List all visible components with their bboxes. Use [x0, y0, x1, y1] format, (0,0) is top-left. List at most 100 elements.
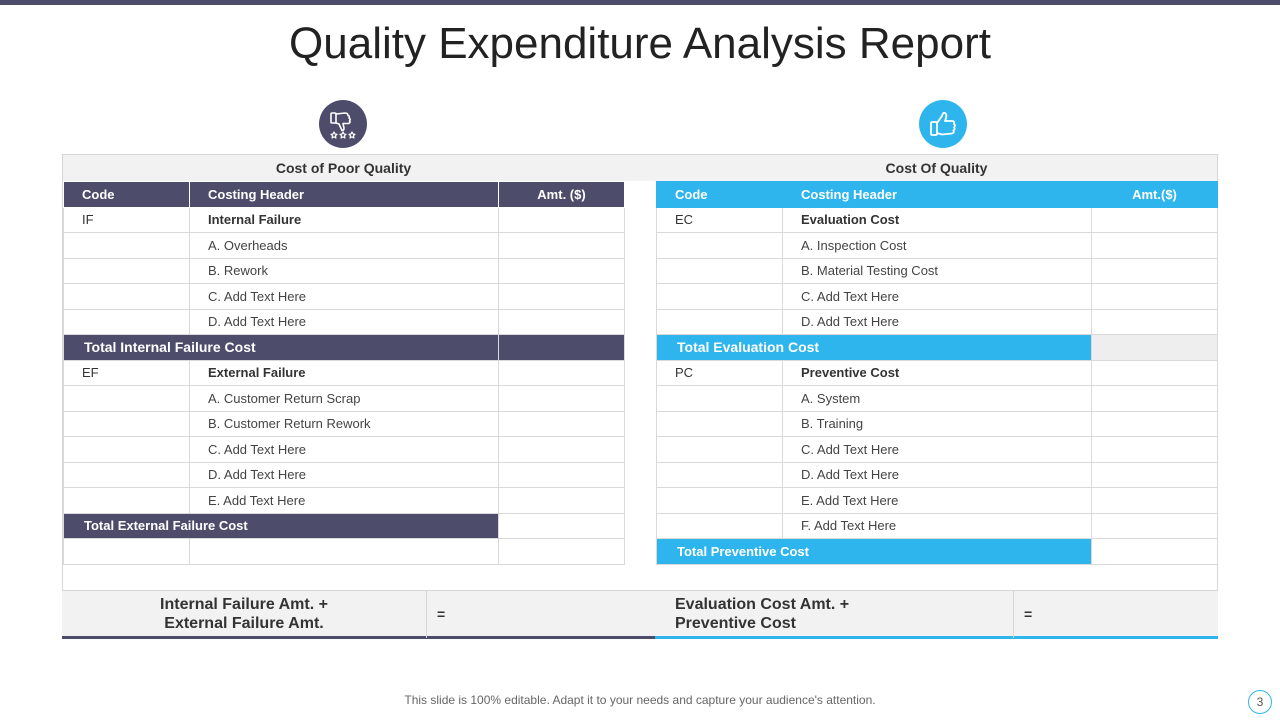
table-row: F. Add Text Here — [656, 512, 1218, 539]
table-row: D. Add Text Here — [63, 308, 625, 335]
total-row: Total External Failure Cost — [63, 512, 625, 539]
item-label: D. Add Text Here — [189, 308, 499, 335]
table-row: D. Add Text Here — [656, 308, 1218, 335]
item-label: B. Training — [782, 410, 1092, 437]
amount-cell[interactable] — [1091, 436, 1218, 463]
amount-cell[interactable] — [498, 538, 625, 565]
table-row: A. System — [656, 385, 1218, 412]
poor-quality-summary: Internal Failure Amt. + External Failure… — [62, 589, 655, 639]
amount-cell[interactable] — [1091, 385, 1218, 412]
table-row: EF External Failure — [63, 359, 625, 386]
total-preventive-cost-label: Total Preventive Cost — [656, 538, 1092, 565]
table-row: C. Add Text Here — [63, 283, 625, 310]
amount-cell[interactable] — [498, 257, 625, 284]
group-code: EF — [63, 359, 190, 386]
amount-cell[interactable] — [498, 308, 625, 335]
group-code: EC — [656, 206, 783, 233]
code-column-header: Code — [656, 181, 783, 208]
table-row: IF Internal Failure — [63, 206, 625, 233]
table-row: B. Material Testing Cost — [656, 257, 1218, 284]
amount-cell[interactable] — [498, 410, 625, 437]
item-label: B. Material Testing Cost — [782, 257, 1092, 284]
quality-formula: Evaluation Cost Amt. + Preventive Cost — [675, 595, 850, 632]
page-title: Quality Expenditure Analysis Report — [289, 19, 991, 68]
amount-cell[interactable] — [1091, 359, 1218, 386]
item-label: C. Add Text Here — [782, 436, 1092, 463]
cost-of-poor-quality-title: Cost of Poor Quality — [63, 155, 624, 181]
amount-cell[interactable] — [1091, 283, 1218, 310]
costing-header-column-header: Costing Header — [189, 181, 499, 207]
table-row: A. Overheads — [63, 232, 625, 259]
group-name: Evaluation Cost — [782, 206, 1092, 233]
total-evaluation-cost-label: Total Evaluation Cost — [656, 334, 1092, 361]
total-amount-cell[interactable] — [498, 512, 625, 539]
total-amount-cell[interactable] — [498, 334, 625, 361]
quality-summary: Evaluation Cost Amt. + Preventive Cost = — [655, 589, 1218, 639]
item-label: E. Add Text Here — [189, 487, 499, 514]
amount-cell[interactable] — [498, 359, 625, 386]
amount-cell[interactable] — [498, 232, 625, 259]
table-row — [63, 538, 625, 565]
total-row: Total Preventive Cost — [656, 538, 1218, 565]
item-label: B. Customer Return Rework — [189, 410, 499, 437]
item-label: A. System — [782, 385, 1092, 412]
total-row: Total Internal Failure Cost — [63, 334, 625, 361]
table-row: A. Customer Return Scrap — [63, 385, 625, 412]
total-amount-cell[interactable] — [1091, 334, 1218, 361]
item-label: C. Add Text Here — [782, 283, 1092, 310]
table-row: B. Rework — [63, 257, 625, 284]
table-row: C. Add Text Here — [656, 436, 1218, 463]
amount-cell[interactable] — [1091, 257, 1218, 284]
amount-cell[interactable] — [1091, 308, 1218, 335]
amount-cell[interactable] — [498, 436, 625, 463]
amount-cell[interactable] — [498, 385, 625, 412]
page-number: 3 — [1248, 690, 1272, 714]
cost-of-poor-quality-table: Code Costing Header Amt. ($) IF Internal… — [63, 181, 625, 565]
amount-cell[interactable] — [1091, 410, 1218, 437]
total-row: Total Evaluation Cost — [656, 334, 1218, 361]
amount-cell[interactable] — [498, 206, 625, 233]
amount-cell[interactable] — [1091, 206, 1218, 233]
total-external-failure-label: Total External Failure Cost — [63, 512, 499, 539]
amount-cell[interactable] — [498, 283, 625, 310]
top-accent-rule — [0, 0, 1280, 5]
footer-note: This slide is 100% editable. Adapt it to… — [404, 693, 876, 707]
amount-cell[interactable] — [1091, 461, 1218, 488]
poor-quality-result-field[interactable]: = — [426, 589, 655, 638]
section-title-gap — [624, 155, 656, 181]
amount-cell[interactable] — [1091, 512, 1218, 539]
item-label: B. Rework — [189, 257, 499, 284]
poor-quality-formula: Internal Failure Amt. + External Failure… — [160, 595, 328, 632]
item-label: C. Add Text Here — [189, 436, 499, 463]
quality-result-field[interactable]: = — [1013, 589, 1218, 638]
amount-cell[interactable] — [1091, 232, 1218, 259]
item-label: E. Add Text Here — [782, 487, 1092, 514]
table-header-row: Code Costing Header Amt.($) — [656, 181, 1218, 208]
amount-cell[interactable] — [498, 461, 625, 488]
table-row: C. Add Text Here — [63, 436, 625, 463]
group-name: Preventive Cost — [782, 359, 1092, 386]
table-row: PC Preventive Cost — [656, 359, 1218, 386]
item-label: F. Add Text Here — [782, 512, 1092, 539]
costing-header-column-header: Costing Header — [782, 181, 1092, 208]
table-row: EC Evaluation Cost — [656, 206, 1218, 233]
table-row: D. Add Text Here — [63, 461, 625, 488]
table-row: B. Training — [656, 410, 1218, 437]
table-row: E. Add Text Here — [63, 487, 625, 514]
item-label: A. Customer Return Scrap — [189, 385, 499, 412]
item-label: D. Add Text Here — [782, 461, 1092, 488]
table-row: A. Inspection Cost — [656, 232, 1218, 259]
thumbs-up-icon — [919, 100, 967, 148]
amount-column-header: Amt. ($) — [498, 181, 625, 207]
group-code: IF — [63, 206, 190, 233]
group-name: External Failure — [189, 359, 499, 386]
item-label: D. Add Text Here — [782, 308, 1092, 335]
total-amount-cell[interactable] — [1091, 538, 1218, 565]
table-row: B. Customer Return Rework — [63, 410, 625, 437]
code-column-header: Code — [63, 181, 190, 207]
item-label: A. Overheads — [189, 232, 499, 259]
amount-cell[interactable] — [498, 487, 625, 514]
table-header-row: Code Costing Header Amt. ($) — [63, 181, 625, 207]
amount-cell[interactable] — [1091, 487, 1218, 514]
